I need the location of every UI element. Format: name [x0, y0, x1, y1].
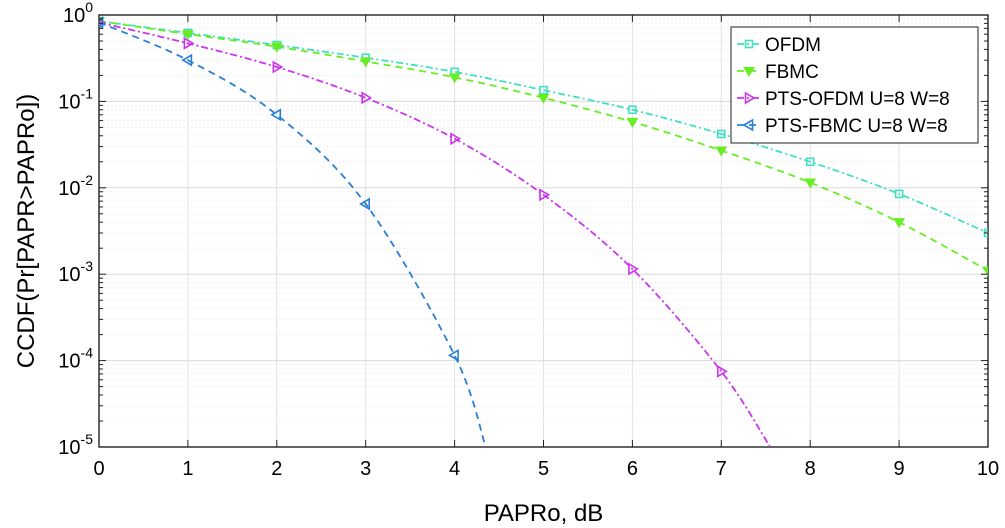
- y-tick-base: 10: [58, 178, 80, 200]
- series-line: [99, 20, 988, 272]
- x-tick-label: 5: [538, 458, 549, 480]
- triangle-down-marker: [626, 117, 639, 128]
- triangle-left-marker: [181, 53, 193, 67]
- x-tick-label: 4: [449, 458, 460, 480]
- legend-label: PTS-OFDM U=8 W=8: [765, 89, 950, 110]
- x-tick-label: 7: [716, 458, 727, 480]
- series-line: [99, 21, 487, 447]
- y-tick-label: 10-1: [58, 85, 93, 113]
- series-3: [99, 18, 771, 447]
- legend-entry: PTS-OFDM U=8 W=8: [737, 89, 950, 110]
- x-axis-title: PAPRo, dB: [484, 500, 604, 527]
- triangle-right-marker: [628, 262, 639, 276]
- triangle-down-marker: [359, 57, 372, 68]
- y-tick-exponent: -3: [81, 258, 94, 274]
- y-tick-label: 10-5: [58, 431, 93, 459]
- svg-text:10-3: 10-3: [58, 258, 93, 286]
- square-marker: [716, 129, 726, 139]
- x-tick-label: 9: [894, 458, 905, 480]
- legend-entry: PTS-FBMC U=8 W=8: [737, 116, 948, 137]
- triangle-down-marker: [448, 73, 461, 84]
- y-tick-exponent: -2: [81, 172, 94, 188]
- y-tick-exponent: -1: [81, 85, 94, 101]
- y-axis-title: CCDF(Pr[PAPR>PAPRo]): [13, 94, 40, 369]
- x-tick-labels: 0 1 2 3 4 5 6 7 8 9 10: [93, 458, 999, 480]
- series-4: [99, 16, 487, 447]
- triangle-right-marker: [272, 60, 284, 74]
- legend-label: PTS-FBMC U=8 W=8: [765, 116, 948, 137]
- x-tick-label: 3: [360, 458, 371, 480]
- series-line: [99, 20, 988, 234]
- axis-ticks: [98, 14, 989, 448]
- triangle-down-marker: [982, 266, 988, 277]
- triangle-left-marker: [448, 348, 459, 362]
- triangle-right-marker: [539, 188, 551, 202]
- triangle-right-marker: [450, 132, 462, 146]
- legend-entry: OFDM: [737, 35, 821, 56]
- triangle-down-marker: [270, 42, 283, 53]
- triangle-down-marker: [743, 67, 755, 77]
- triangle-right-marker: [744, 91, 756, 105]
- x-tick-label: 8: [805, 458, 816, 480]
- y-tick-base: 10: [58, 264, 80, 286]
- legend: OFDM FBMC PTS-OFDM U=8 W=8 PTS-FBMC U=8 W=8: [730, 26, 979, 144]
- legend-box: [730, 26, 979, 144]
- x-tick-label: 0: [93, 458, 104, 480]
- svg-text:100: 100: [63, 0, 93, 27]
- svg-text:10-4: 10-4: [58, 345, 93, 373]
- square-marker: [805, 157, 815, 167]
- square-marker: [894, 189, 904, 199]
- triangle-left-marker: [99, 16, 104, 29]
- svg-text:10-1: 10-1: [58, 85, 93, 113]
- y-tick-exponent: 0: [85, 0, 93, 15]
- legend-label: OFDM: [765, 35, 821, 56]
- triangle-down-marker: [182, 30, 194, 41]
- x-tick-label: 2: [271, 458, 282, 480]
- y-tick-label: 10-3: [58, 258, 93, 286]
- triangle-right-marker: [716, 364, 728, 378]
- triangle-right-marker: [361, 91, 373, 105]
- series-line: [99, 21, 771, 447]
- triangle-left-marker: [359, 197, 371, 211]
- triangle-down-marker: [893, 218, 905, 229]
- triangle-down-marker: [804, 178, 817, 189]
- y-tick-base: 10: [58, 91, 80, 113]
- series-2: [99, 17, 988, 277]
- y-tick-base: 10: [58, 351, 80, 373]
- y-tick-label: 100: [63, 0, 93, 27]
- x-tick-label: 10: [977, 458, 999, 480]
- svg-text:10-2: 10-2: [58, 172, 93, 200]
- triangle-left-marker: [742, 118, 754, 132]
- y-tick-base: 10: [63, 5, 85, 27]
- square-marker: [539, 85, 548, 95]
- y-tick-exponent: -5: [81, 431, 94, 447]
- triangle-right-marker: [183, 36, 195, 50]
- legend-label: FBMC: [765, 62, 819, 83]
- y-tick-base: 10: [58, 437, 80, 459]
- y-tick-label: 10-2: [58, 172, 93, 200]
- square-marker: [628, 105, 637, 115]
- x-tick-label: 6: [627, 458, 638, 480]
- x-tick-label: 1: [182, 458, 193, 480]
- triangle-down-marker: [537, 93, 550, 104]
- svg-text:10-5: 10-5: [58, 431, 93, 459]
- triangle-left-marker: [270, 108, 282, 122]
- series-lines: [99, 16, 988, 447]
- triangle-down-marker: [715, 146, 728, 157]
- y-tick-exponent: -4: [81, 345, 94, 361]
- legend-entry: FBMC: [737, 62, 819, 83]
- y-tick-label: 10-4: [58, 345, 93, 373]
- square-marker: [744, 39, 754, 49]
